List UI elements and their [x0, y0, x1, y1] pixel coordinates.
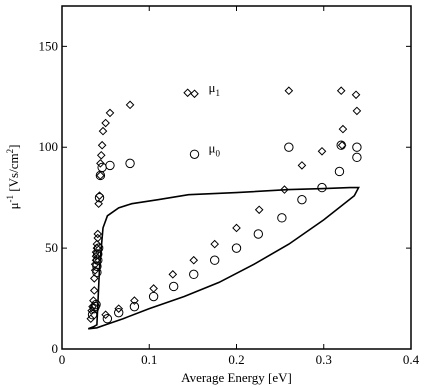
- circle-marker: [336, 140, 346, 150]
- diamond-marker: [91, 247, 101, 257]
- reference-curve: [87, 186, 360, 330]
- diamond-marker: [232, 223, 241, 233]
- circle-marker: [97, 162, 107, 173]
- circle-marker: [352, 152, 362, 163]
- circle-marker: [91, 299, 101, 310]
- circle-marker: [92, 267, 102, 278]
- y-axis-label-end: ]: [6, 145, 21, 149]
- x-tick-label: 0.2: [228, 352, 244, 367]
- y-axis-label: μ-1 [Vs/cm2]: [5, 145, 21, 210]
- x-tick-label: 0: [59, 352, 66, 367]
- circle-marker: [94, 192, 105, 203]
- circle-marker: [334, 166, 345, 177]
- circle-marker: [114, 307, 124, 318]
- diamond-marker: [125, 100, 135, 110]
- diamond-marker: [317, 146, 327, 156]
- diamond-marker: [352, 106, 362, 116]
- circle-marker: [209, 255, 220, 265]
- diamond-marker: [96, 171, 105, 180]
- diamond-marker: [190, 89, 199, 99]
- diamond-marker: [98, 126, 108, 136]
- diamond-marker: [149, 284, 158, 293]
- diamond-marker: [338, 124, 348, 134]
- circle-marker: [93, 249, 103, 259]
- y-tick-label: 50: [45, 240, 58, 255]
- diamond-marker: [101, 118, 110, 128]
- circle-marker: [93, 243, 104, 253]
- y-axis-ticks: 0 50 100 150: [39, 38, 411, 356]
- circle-marker: [317, 182, 327, 193]
- diamond-marker: [280, 185, 289, 194]
- circle-marker: [297, 194, 307, 205]
- diamond-marker: [114, 304, 124, 313]
- plot-frame: [61, 5, 412, 350]
- circle-marker: [93, 255, 103, 265]
- circle-marker: [352, 142, 362, 152]
- circle-marker: [277, 213, 287, 223]
- legend-label-main: μ: [209, 80, 216, 95]
- diamond-marker: [96, 159, 105, 168]
- diamond-marker: [297, 161, 307, 170]
- legend-label: μ0: [209, 140, 221, 158]
- x-tick-label: 0.3: [316, 352, 332, 367]
- diamond-marker: [189, 255, 199, 265]
- diamond-marker: [92, 239, 102, 249]
- diamond-marker: [254, 205, 264, 215]
- circle-marker: [129, 301, 140, 312]
- x-tick-label: 0.4: [403, 352, 420, 367]
- circle-marker: [168, 281, 179, 292]
- series-μ0: [87, 140, 362, 324]
- diamond-marker: [351, 90, 361, 100]
- series-layer: [86, 86, 362, 330]
- legend-label-sub: 1: [215, 88, 220, 98]
- diamond-marker: [336, 86, 346, 96]
- diamond-marker: [94, 199, 103, 209]
- diamond-marker: [101, 310, 110, 320]
- circle-marker: [87, 310, 98, 320]
- y-axis-label-rest: [Vs/cm: [6, 153, 21, 195]
- diamond-marker: [168, 270, 178, 279]
- x-tick-label: 0.1: [141, 352, 157, 367]
- circle-marker: [102, 314, 113, 324]
- circle-marker: [125, 158, 135, 169]
- y-tick-label: 0: [52, 341, 59, 356]
- diamond-marker: [87, 306, 96, 315]
- circle-marker: [284, 142, 294, 152]
- diamond-marker: [86, 314, 96, 324]
- circle-marker: [92, 261, 102, 271]
- circle-marker: [231, 243, 242, 253]
- diamond-marker: [105, 108, 115, 118]
- x-axis-label: Average Energy [eV]: [181, 370, 292, 385]
- circle-marker: [189, 149, 200, 159]
- y-tick-label: 150: [39, 38, 59, 53]
- diamond-marker: [183, 88, 192, 98]
- circle-marker: [253, 229, 264, 239]
- diamond-marker: [130, 296, 139, 305]
- diamond-marker: [96, 150, 106, 160]
- circle-marker: [105, 160, 115, 171]
- diamond-marker: [93, 233, 103, 243]
- y-axis-label-sup: -1: [5, 195, 15, 203]
- diamond-marker: [337, 140, 347, 150]
- legend-label-sub: 0: [215, 148, 220, 158]
- legend-label-main: μ: [209, 140, 216, 155]
- diamond-marker: [90, 266, 100, 275]
- y-axis-label-sup2: 2: [5, 149, 15, 154]
- circle-marker: [189, 269, 199, 280]
- y-tick-label: 100: [39, 139, 59, 154]
- diamond-marker: [284, 86, 294, 96]
- legend-label: μ1: [209, 80, 220, 98]
- circle-marker: [148, 291, 159, 302]
- y-axis-label-main: μ: [6, 202, 21, 209]
- diamond-marker: [90, 259, 100, 269]
- x-axis-ticks: 0 0.1 0.2 0.3 0.4: [59, 6, 420, 367]
- diamond-marker: [97, 140, 107, 150]
- diamond-marker: [89, 274, 99, 283]
- series-μ1: [86, 86, 362, 324]
- diamond-marker: [89, 286, 99, 295]
- diamond-marker: [93, 229, 103, 239]
- diamond-marker: [210, 239, 219, 249]
